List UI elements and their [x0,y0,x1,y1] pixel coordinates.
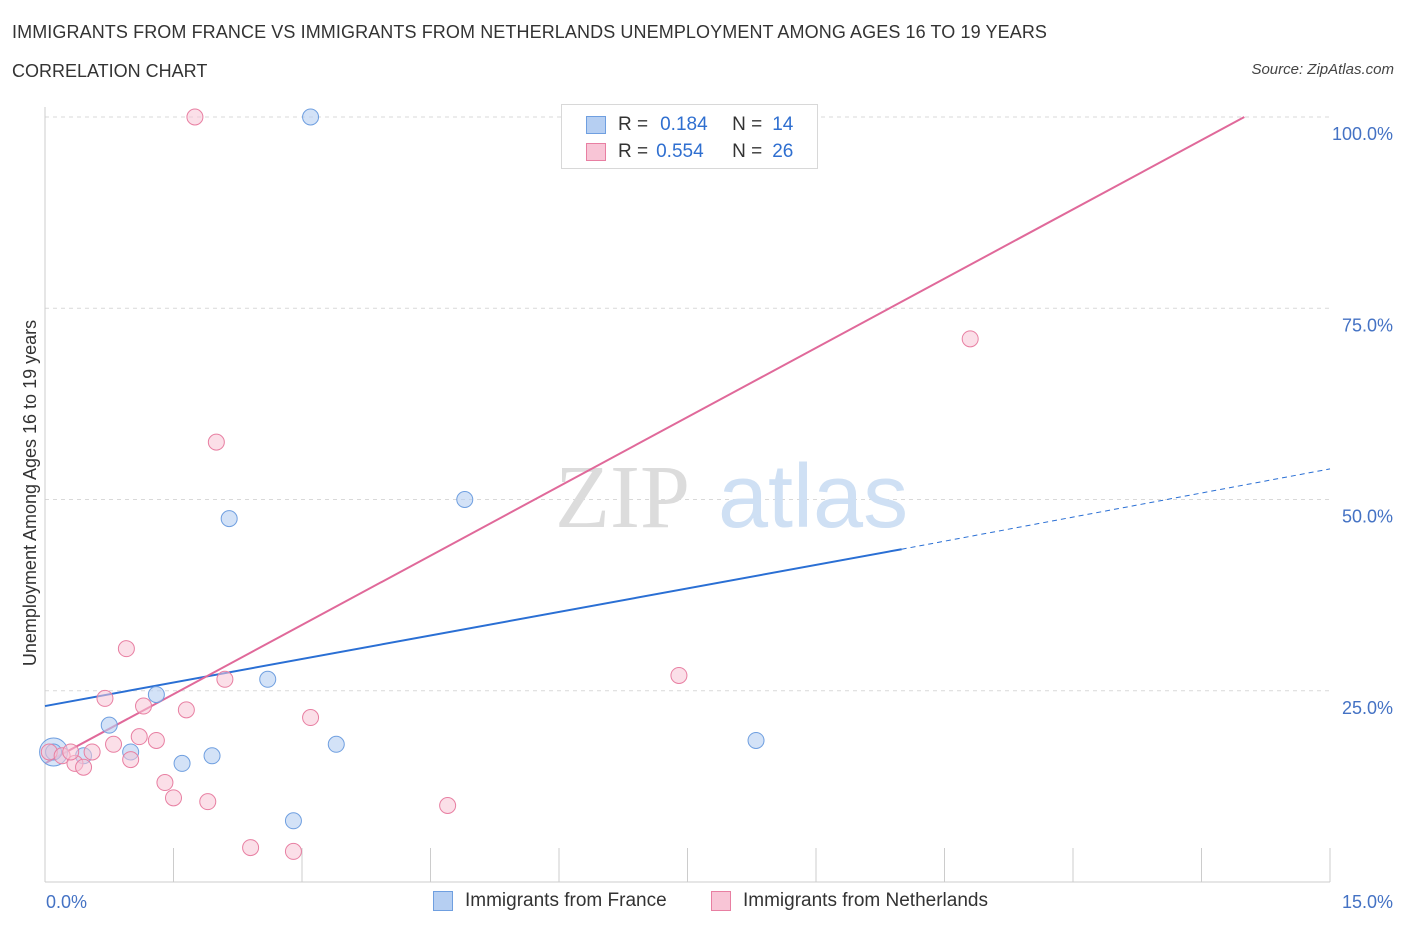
netherlands-point [186,108,204,126]
netherlands-legend-label: Immigrants from Netherlands [743,890,988,911]
n-label: N = [732,114,763,135]
data-points [39,108,979,860]
n-value: 14 [772,114,794,135]
netherlands-point [156,774,174,792]
n-value: 26 [772,141,794,162]
r-value: 0.554 [656,141,704,162]
france-point [147,686,165,704]
correlation-legend: R = 0.184 N = 14 R = 0.554 N = 26 [561,104,818,169]
france-point [100,716,118,734]
netherlands-trend-line [44,116,1245,765]
y-axis-label: Unemployment Among Ages 16 to 19 years [20,320,40,666]
y-tick-label: 25.0% [1342,698,1393,718]
netherlands-point [83,743,101,761]
netherlands-point [207,433,225,451]
netherlands-point [165,789,182,807]
chart-title: IMMIGRANTS FROM FRANCE VS IMMIGRANTS FRO… [12,22,1048,42]
france-point [203,747,221,765]
x-tick-label-max: 15.0% [1342,892,1393,912]
netherlands-point [96,689,114,707]
r-value: 0.184 [660,114,708,135]
legend-row-netherlands: R = 0.554 N = 26 [586,140,793,164]
netherlands-point [75,758,93,776]
netherlands-point [670,666,688,684]
netherlands-point [135,697,153,715]
r-label: R = [618,114,649,135]
netherlands-point [105,735,123,753]
france-point [302,108,320,126]
france-trend-extension [901,468,1331,550]
r-label: R = [618,141,649,162]
netherlands-point [302,709,320,727]
netherlands-point [216,670,234,688]
chart-subtitle: CORRELATION CHART [12,61,208,81]
y-tick-label: 100.0% [1332,124,1393,144]
netherlands-point [199,793,217,811]
axes [44,107,1331,883]
netherlands-point [130,728,148,746]
bottom-legend-netherlands: Immigrants from Netherlands [711,890,988,912]
source-label: Source: ZipAtlas.com [1251,61,1394,78]
bottom-legend-france: Immigrants from France [433,890,667,912]
france-legend-label: Immigrants from France [465,890,667,911]
netherlands-swatch [711,891,731,911]
y-tick-label: 75.0% [1342,315,1393,335]
france-point [284,812,302,830]
france-point [173,754,191,772]
y-tick-label: 50.0% [1342,507,1393,527]
france-point [747,731,765,749]
netherlands-point [62,743,80,761]
netherlands-point [439,797,457,814]
netherlands-point [122,751,140,769]
netherlands-swatch [586,143,606,161]
watermark-zip: ZIP [555,448,690,547]
watermark-atlas: atlas [718,447,908,547]
france-swatch [586,116,606,134]
gridlines [45,116,1330,692]
netherlands-point [284,842,302,860]
netherlands-point [242,839,260,857]
n-label: N = [732,141,763,162]
netherlands-point [177,701,195,719]
netherlands-point [961,330,979,348]
tick-labels: 100.0% 75.0% 50.0% 25.0% 0.0% 15.0% [46,124,1393,912]
france-point [220,510,238,528]
x-tick-label-min: 0.0% [46,892,87,912]
trend-lines [44,116,1331,765]
netherlands-point [147,731,165,749]
france-point [327,735,345,753]
france-point [259,670,277,688]
france-trend-line [44,548,902,708]
legend-row-france: R = 0.184 N = 14 [586,113,793,137]
france-swatch [433,891,453,911]
france-point [456,491,474,508]
netherlands-point [117,640,135,658]
